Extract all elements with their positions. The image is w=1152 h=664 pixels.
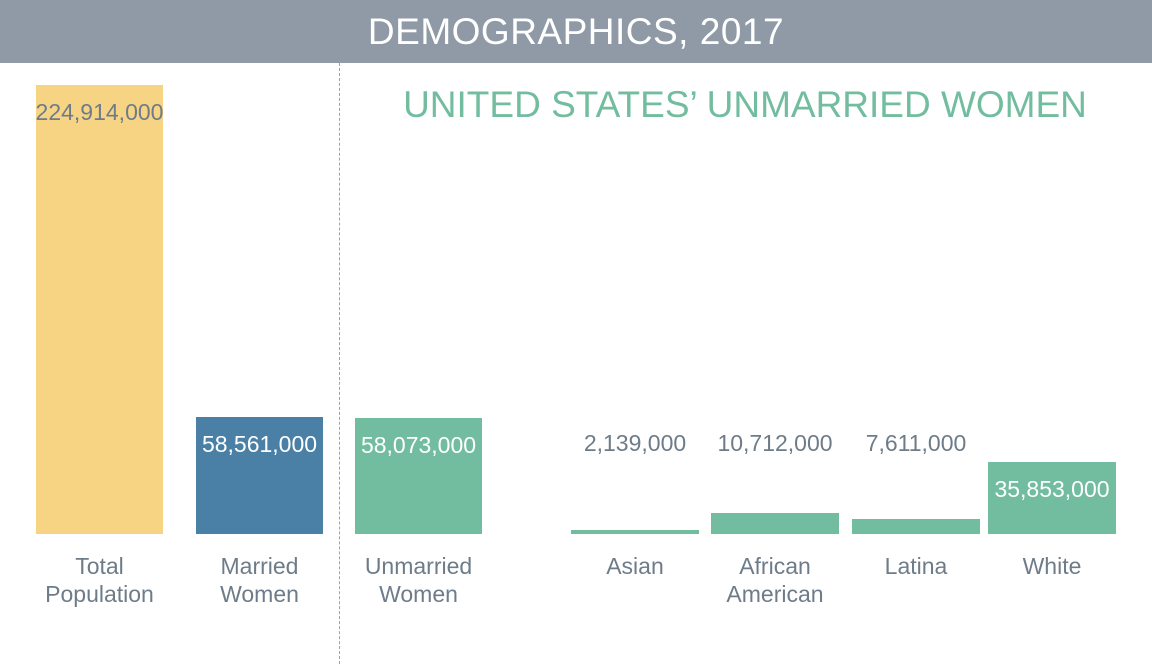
bar-value-label-5: 10,712,000 bbox=[717, 430, 833, 456]
chart-subtitle: UNITED STATES’ UNMARRIED WOMEN bbox=[403, 84, 1087, 125]
bar-7 bbox=[988, 462, 1116, 534]
category-label-line: White bbox=[1022, 553, 1082, 579]
category-label-4: Asian bbox=[555, 552, 715, 580]
bar-value-label-1: 224,914,000 bbox=[35, 99, 164, 125]
bar-4 bbox=[571, 529, 699, 534]
dashed-divider bbox=[339, 63, 340, 664]
category-label-7: White bbox=[972, 552, 1132, 580]
category-label-1: Total Population bbox=[20, 552, 180, 608]
bar-value-label-3: 58,073,000 bbox=[360, 432, 477, 459]
category-label-line: Population bbox=[45, 581, 154, 607]
bar-6 bbox=[852, 518, 980, 534]
category-label-line: Asian bbox=[606, 553, 664, 579]
bar-1 bbox=[36, 85, 163, 534]
category-label-line: American bbox=[726, 581, 824, 607]
category-label-3: Unmarried Women bbox=[339, 552, 499, 608]
bar-value-label-6: 7,611,000 bbox=[865, 430, 967, 456]
category-label-line: Unmarried bbox=[364, 553, 473, 579]
bar-2 bbox=[196, 417, 323, 534]
bar-value-label-7: 35,853,000 bbox=[994, 476, 1110, 503]
chart-title: DEMOGRAPHICS, 2017 bbox=[367, 10, 785, 52]
category-label-line: Women bbox=[220, 581, 299, 607]
category-label-5: African American bbox=[695, 552, 855, 608]
bar-value-label-2: 58,561,000 bbox=[201, 431, 318, 458]
category-label-line: African bbox=[739, 553, 811, 579]
category-label-line: Women bbox=[379, 581, 458, 607]
category-label-line: Latina bbox=[884, 553, 948, 579]
category-label-6: Latina bbox=[836, 552, 996, 580]
category-label-line: Married bbox=[220, 553, 299, 579]
bar-5 bbox=[711, 512, 839, 534]
bar-value-label-4: 2,139,000 bbox=[583, 430, 687, 456]
header-banner: DEMOGRAPHICS, 2017 bbox=[0, 0, 1152, 63]
category-label-2: Married Women bbox=[180, 552, 340, 608]
category-label-line: Total bbox=[75, 553, 124, 579]
bar-3 bbox=[355, 418, 482, 534]
